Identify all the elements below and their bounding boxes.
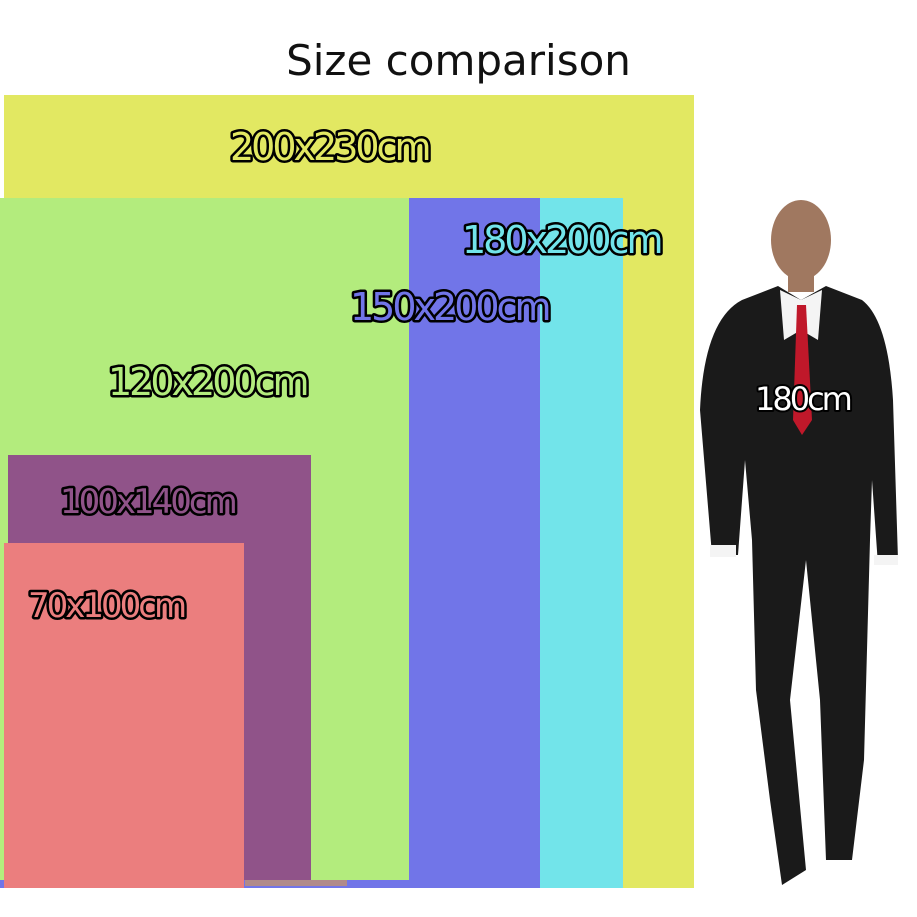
rug-edge-strip [245,880,347,886]
label-150x200: 150x200cm [350,285,548,329]
label-70x100: 70x100cm [28,586,185,626]
person-in-suit-icon: 180cm [700,200,898,885]
label-100x140: 100x140cm [60,482,236,522]
rug-70x100 [4,543,244,888]
label-120x200: 120x200cm [108,360,306,404]
rug-180x200 [540,198,623,888]
label-200x230: 200x230cm [230,125,428,169]
label-person-height: 180cm [755,380,851,418]
title: Size comparison [286,36,631,85]
label-180x200: 180x200cm [462,218,660,262]
